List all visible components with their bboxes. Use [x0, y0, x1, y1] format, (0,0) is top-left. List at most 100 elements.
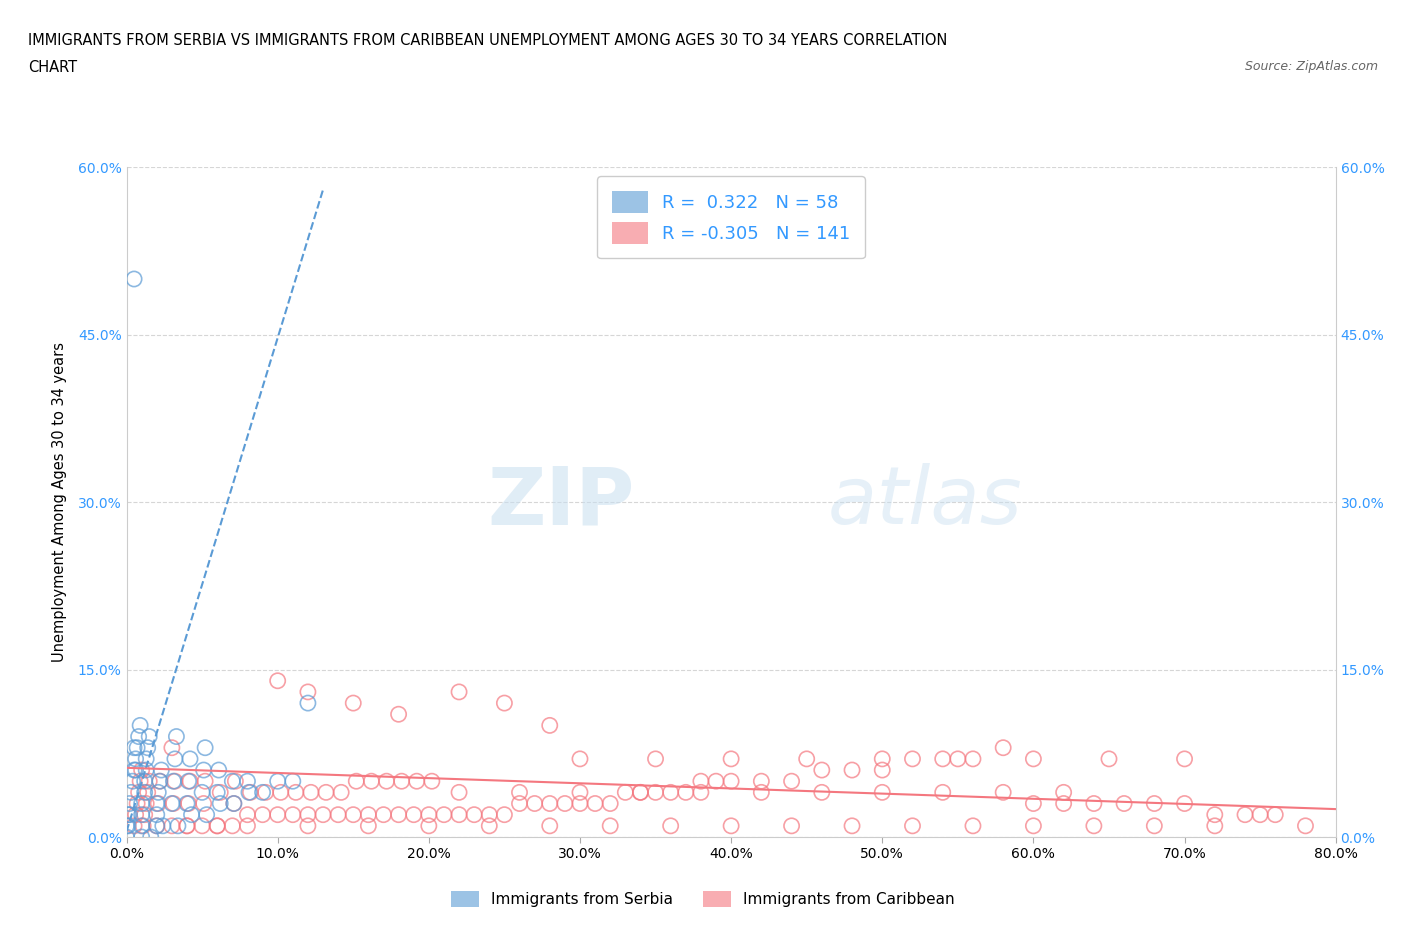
Point — [1022, 751, 1045, 766]
Point — [402, 807, 425, 822]
Point — [209, 796, 232, 811]
Point — [312, 807, 335, 822]
Point — [780, 818, 803, 833]
Point — [599, 818, 621, 833]
Point — [148, 785, 170, 800]
Point — [932, 751, 955, 766]
Point — [163, 751, 186, 766]
Point — [193, 763, 215, 777]
Point — [191, 818, 214, 833]
Point — [163, 774, 186, 789]
Point — [134, 785, 156, 800]
Text: ZIP: ZIP — [486, 463, 634, 541]
Point — [1053, 796, 1076, 811]
Point — [675, 785, 697, 800]
Point — [1173, 751, 1195, 766]
Point — [1234, 807, 1257, 822]
Point — [239, 785, 262, 800]
Point — [315, 785, 337, 800]
Point — [134, 774, 156, 789]
Point — [433, 807, 456, 822]
Point — [117, 818, 139, 833]
Legend: R =  0.322   N = 58, R = -0.305   N = 141: R = 0.322 N = 58, R = -0.305 N = 141 — [598, 177, 865, 259]
Point — [872, 785, 894, 800]
Point — [135, 763, 157, 777]
Point — [135, 796, 157, 811]
Point — [238, 785, 260, 800]
Point — [297, 684, 319, 699]
Point — [478, 818, 501, 833]
Point — [962, 751, 984, 766]
Point — [284, 785, 307, 800]
Point — [993, 785, 1015, 800]
Point — [418, 807, 440, 822]
Point — [129, 774, 152, 789]
Point — [872, 751, 894, 766]
Point — [121, 774, 143, 789]
Point — [127, 796, 149, 811]
Point — [330, 785, 353, 800]
Point — [1173, 796, 1195, 811]
Point — [509, 785, 531, 800]
Point — [205, 818, 228, 833]
Legend: Immigrants from Serbia, Immigrants from Caribbean: Immigrants from Serbia, Immigrants from … — [446, 884, 960, 913]
Point — [180, 807, 202, 822]
Point — [162, 774, 184, 789]
Point — [872, 763, 894, 777]
Point — [122, 818, 145, 833]
Point — [165, 729, 187, 744]
Point — [118, 807, 141, 822]
Point — [160, 740, 183, 755]
Point — [463, 807, 485, 822]
Point — [205, 818, 228, 833]
Point — [224, 774, 246, 789]
Point — [357, 807, 380, 822]
Point — [630, 785, 652, 800]
Point — [946, 751, 969, 766]
Point — [115, 830, 138, 844]
Point — [177, 774, 200, 789]
Point — [901, 818, 924, 833]
Point — [118, 796, 141, 811]
Point — [1264, 807, 1286, 822]
Point — [177, 796, 200, 811]
Point — [194, 774, 217, 789]
Point — [131, 818, 153, 833]
Point — [146, 807, 169, 822]
Point — [128, 785, 150, 800]
Y-axis label: Unemployment Among Ages 30 to 34 years: Unemployment Among Ages 30 to 34 years — [52, 342, 66, 662]
Point — [236, 818, 259, 833]
Point — [1249, 807, 1271, 822]
Point — [405, 774, 427, 789]
Point — [1053, 785, 1076, 800]
Point — [148, 796, 170, 811]
Point — [191, 785, 214, 800]
Point — [267, 807, 290, 822]
Point — [554, 796, 576, 811]
Text: CHART: CHART — [28, 60, 77, 75]
Point — [478, 807, 501, 822]
Point — [689, 774, 711, 789]
Point — [720, 818, 742, 833]
Point — [209, 785, 232, 800]
Point — [538, 718, 561, 733]
Point — [932, 785, 955, 800]
Point — [139, 830, 162, 844]
Point — [236, 807, 259, 822]
Point — [901, 751, 924, 766]
Point — [150, 763, 173, 777]
Point — [115, 818, 138, 833]
Point — [388, 707, 411, 722]
Point — [146, 818, 169, 833]
Point — [122, 763, 145, 777]
Point — [149, 774, 172, 789]
Point — [1083, 796, 1105, 811]
Point — [841, 763, 863, 777]
Point — [810, 785, 832, 800]
Point — [780, 774, 803, 789]
Point — [962, 818, 984, 833]
Point — [299, 785, 322, 800]
Point — [270, 785, 292, 800]
Point — [342, 807, 364, 822]
Point — [1294, 818, 1316, 833]
